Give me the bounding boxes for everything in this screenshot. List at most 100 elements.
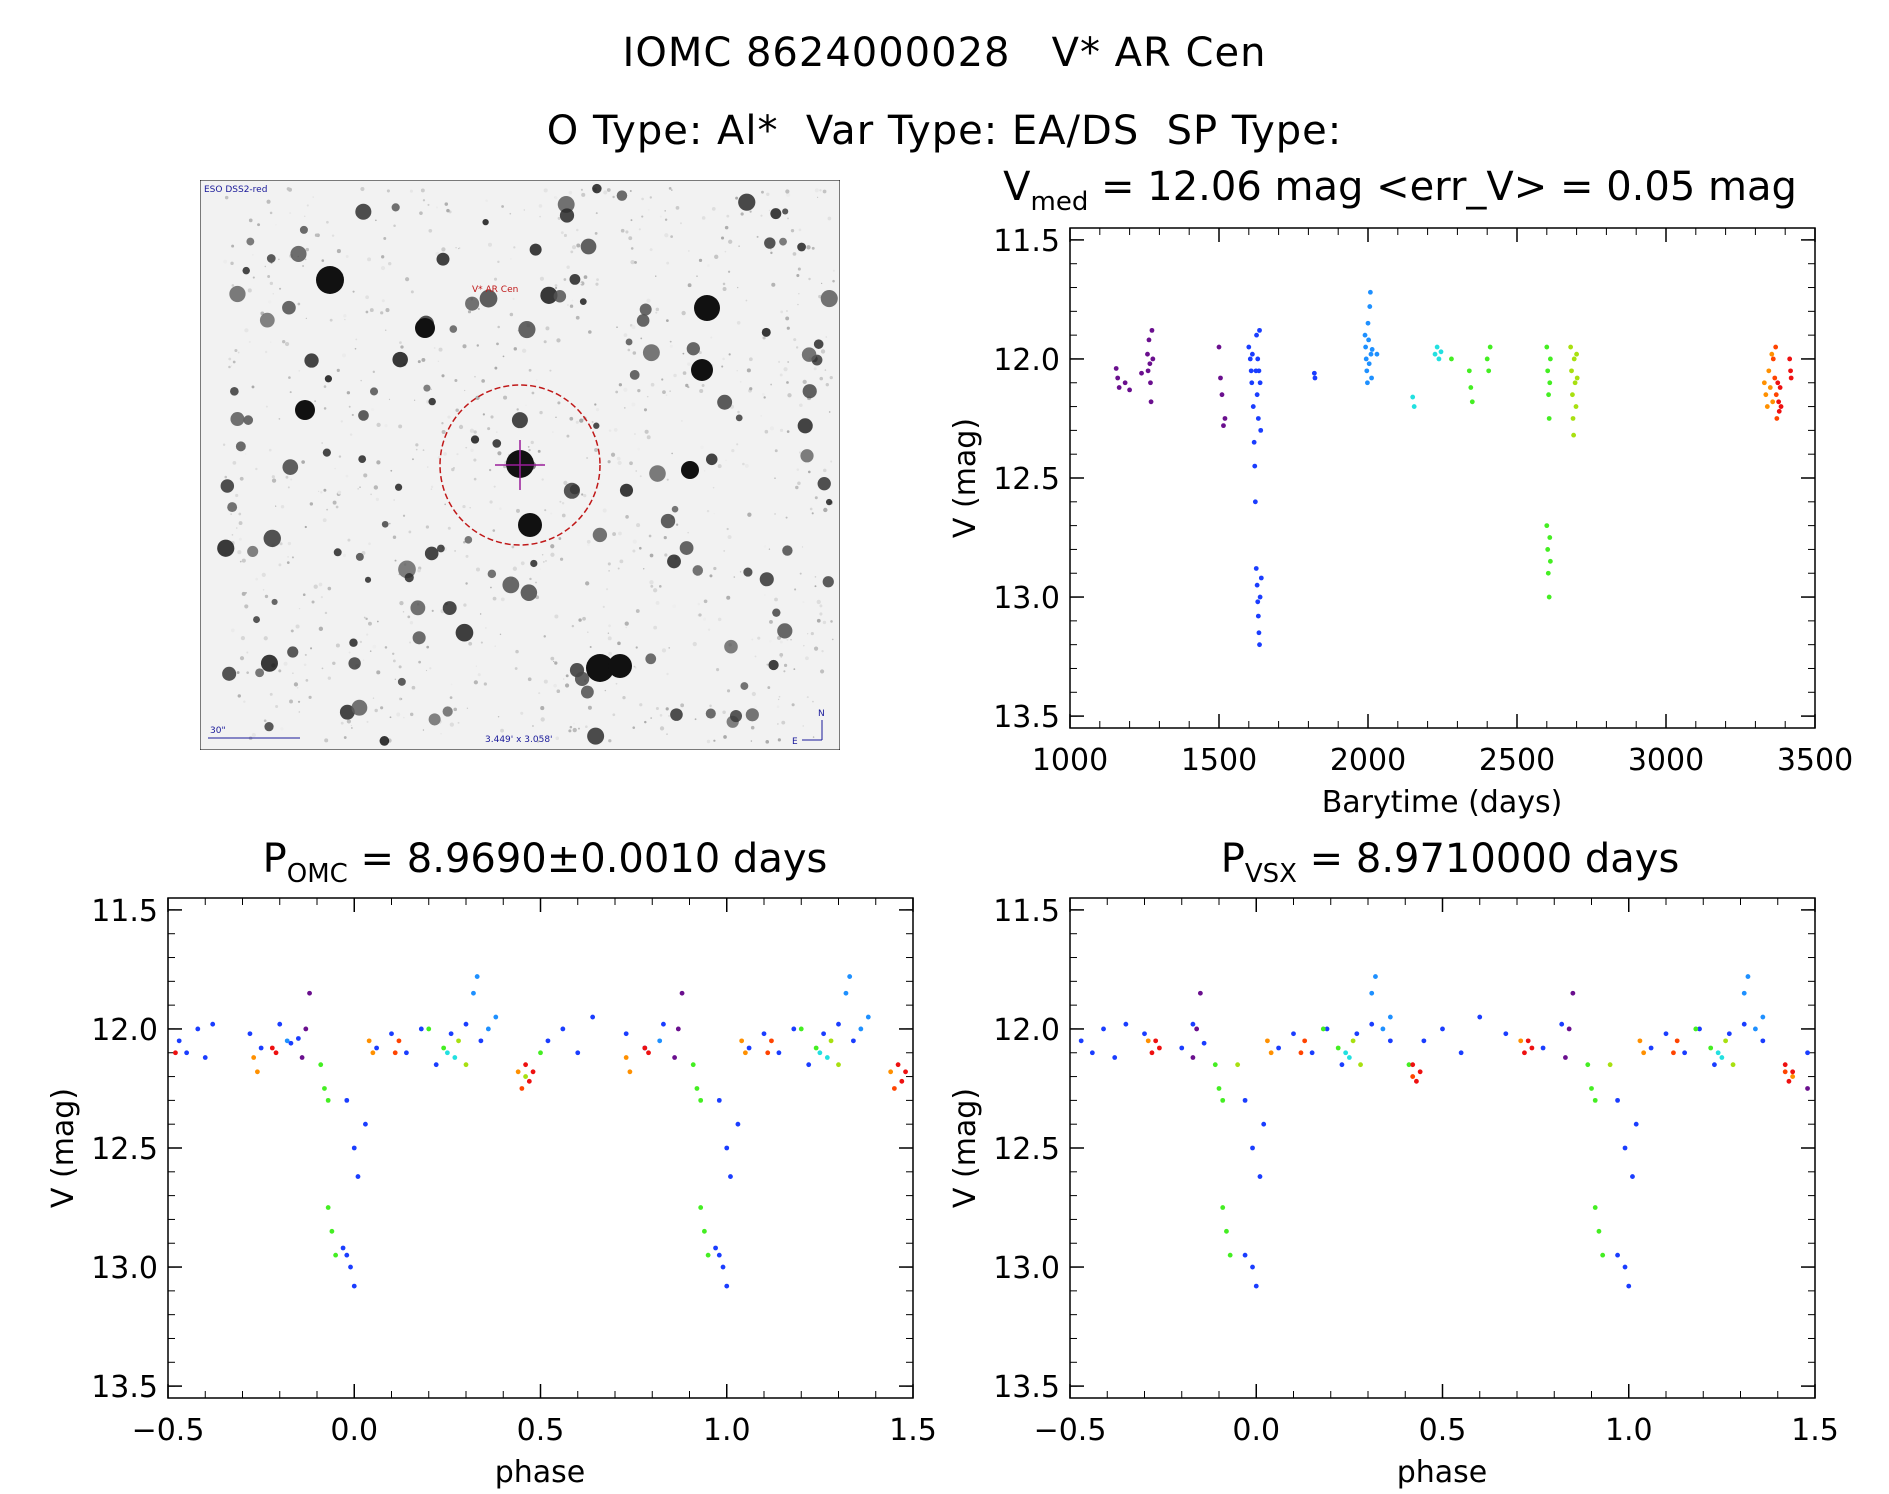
faint-star bbox=[702, 617, 707, 621]
faint-star bbox=[255, 467, 258, 471]
faint-star bbox=[802, 601, 805, 604]
star bbox=[247, 545, 259, 557]
faint-star bbox=[740, 212, 744, 216]
faint-star bbox=[340, 721, 344, 725]
faint-star bbox=[805, 656, 809, 661]
data-point bbox=[1219, 392, 1225, 398]
data-point bbox=[1268, 1050, 1274, 1056]
data-point bbox=[1607, 1062, 1613, 1068]
faint-star bbox=[473, 477, 477, 481]
faint-star bbox=[455, 408, 459, 412]
data-point bbox=[716, 1252, 722, 1258]
faint-star bbox=[646, 435, 651, 440]
faint-star bbox=[703, 469, 706, 472]
x-tick-label: −0.5 bbox=[132, 1413, 205, 1448]
data-point bbox=[1674, 1038, 1680, 1044]
faint-star bbox=[751, 691, 756, 697]
star bbox=[436, 252, 450, 266]
y-tick-label: 11.5 bbox=[91, 894, 158, 929]
faint-star bbox=[823, 468, 827, 473]
faint-star bbox=[569, 725, 573, 729]
faint-star bbox=[769, 426, 775, 431]
faint-star bbox=[314, 400, 317, 403]
x-tick-label: 0.0 bbox=[1232, 1413, 1280, 1448]
star bbox=[263, 529, 281, 548]
faint-star bbox=[795, 485, 799, 490]
faint-star bbox=[728, 239, 733, 244]
faint-star bbox=[591, 421, 594, 424]
faint-star bbox=[764, 429, 769, 434]
faint-star bbox=[618, 383, 623, 387]
data-point bbox=[694, 1086, 700, 1091]
faint-star bbox=[388, 522, 391, 525]
faint-star bbox=[540, 717, 545, 722]
data-point bbox=[1324, 1026, 1330, 1032]
faint-star bbox=[644, 720, 647, 724]
data-point bbox=[1255, 599, 1261, 605]
faint-star bbox=[802, 379, 807, 385]
x-tick-label: 3500 bbox=[1777, 743, 1853, 778]
faint-star bbox=[605, 588, 609, 591]
faint-star bbox=[793, 338, 797, 342]
faint-star bbox=[357, 488, 359, 490]
faint-star bbox=[380, 311, 384, 315]
faint-star bbox=[304, 653, 307, 656]
faint-star bbox=[354, 347, 357, 350]
faint-star bbox=[570, 250, 574, 254]
faint-star bbox=[286, 561, 290, 565]
faint-star bbox=[531, 391, 535, 395]
faint-star bbox=[496, 342, 499, 346]
faint-star bbox=[608, 429, 612, 432]
data-point bbox=[1641, 1050, 1647, 1056]
faint-star bbox=[642, 568, 645, 570]
data-point bbox=[210, 1021, 216, 1027]
y-tick-label: 13.0 bbox=[993, 581, 1060, 616]
data-point bbox=[1449, 356, 1454, 362]
star bbox=[574, 671, 590, 686]
faint-star bbox=[723, 735, 727, 739]
faint-star bbox=[304, 258, 307, 261]
faint-star bbox=[607, 460, 611, 464]
faint-star bbox=[682, 371, 687, 375]
faint-star bbox=[373, 485, 379, 490]
faint-star bbox=[613, 428, 618, 432]
data-point bbox=[1410, 1062, 1416, 1068]
faint-star bbox=[543, 188, 548, 193]
faint-star bbox=[821, 282, 823, 285]
data-point bbox=[821, 1031, 826, 1037]
data-point bbox=[456, 1038, 461, 1044]
faint-star bbox=[496, 431, 498, 433]
faint-star bbox=[763, 594, 766, 596]
faint-star bbox=[458, 424, 464, 430]
faint-star bbox=[369, 650, 372, 652]
faint-star bbox=[239, 560, 242, 563]
star-field bbox=[217, 183, 838, 746]
faint-star bbox=[687, 283, 692, 288]
faint-star bbox=[711, 207, 716, 211]
faint-star bbox=[426, 645, 430, 649]
data-point bbox=[1339, 1062, 1345, 1068]
faint-star bbox=[349, 433, 353, 436]
data-point bbox=[325, 1205, 331, 1210]
faint-star bbox=[561, 513, 566, 518]
faint-star bbox=[770, 383, 773, 386]
data-point bbox=[1589, 1086, 1594, 1091]
data-point bbox=[1432, 351, 1438, 357]
faint-star bbox=[454, 379, 458, 383]
faint-star bbox=[757, 636, 761, 640]
data-point bbox=[828, 1038, 834, 1044]
data-point bbox=[1438, 349, 1444, 355]
data-point bbox=[1545, 368, 1551, 374]
faint-star bbox=[343, 736, 347, 739]
faint-star bbox=[774, 449, 778, 453]
data-point bbox=[1256, 630, 1262, 636]
x-tick-label: 1000 bbox=[1032, 743, 1108, 778]
faint-star bbox=[751, 638, 754, 641]
star bbox=[229, 285, 246, 303]
data-point bbox=[1776, 399, 1782, 405]
faint-star bbox=[298, 711, 301, 713]
scale-label: 30" bbox=[210, 726, 226, 736]
faint-star bbox=[402, 716, 405, 719]
data-point bbox=[899, 1078, 905, 1084]
faint-star bbox=[490, 415, 494, 419]
